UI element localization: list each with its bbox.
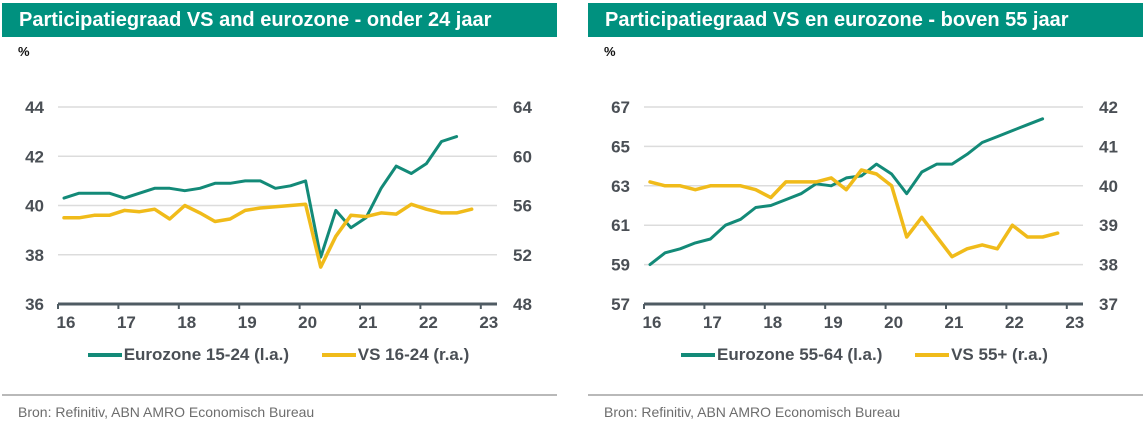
- y-left-tick-label: 40: [25, 197, 44, 216]
- y-left-tick-label: 59: [611, 256, 630, 275]
- legend-swatch-yellow: [321, 353, 356, 357]
- y-right-tick-label: 39: [1099, 216, 1118, 235]
- x-tick-label: 21: [945, 313, 964, 332]
- legend: Eurozone 55-64 (l.a.) VS 55+ (r.a.): [586, 342, 1143, 365]
- chart-panel-over-55: Participatiegraad VS en eurozone - boven…: [586, 0, 1143, 429]
- x-tick-label: 21: [359, 313, 378, 332]
- legend-item-eurozone: Eurozone 15-24 (l.a.): [87, 345, 290, 365]
- line-chart-over-55: 57 59 61 63 65 67 37 38 39 40 41 42 16 17 18 19 20 21 22 23: [611, 98, 1118, 332]
- source-note: Bron: Refinitiv, ABN AMRO Economisch Bur…: [18, 404, 315, 420]
- divider: [588, 394, 1143, 396]
- y-left-tick-label: 67: [611, 98, 630, 117]
- legend-item-us: VS 16-24 (r.a.): [321, 345, 470, 365]
- legend-item-eurozone: Eurozone 55-64 (l.a.): [681, 345, 882, 365]
- x-tick-label: 18: [177, 313, 196, 332]
- line-chart-under-24: 36 38 40 42 44 48 52 56 60 64 16 17 18 19 20 21 22 23: [25, 98, 532, 332]
- series-line-eurozone: [62, 135, 459, 259]
- x-tick-label: 17: [117, 313, 136, 332]
- y-right-tick-label: 42: [1099, 98, 1118, 117]
- y-right-tick-label: 37: [1099, 295, 1118, 314]
- unit-label: %: [18, 44, 30, 59]
- x-tick-label: 20: [298, 313, 317, 332]
- legend-label: VS 16-24 (r.a.): [357, 345, 470, 364]
- chart-title: Participatiegraad VS en eurozone - boven…: [588, 3, 1143, 37]
- y-right-tick-label: 40: [1099, 177, 1118, 196]
- y-right-tick-label: 60: [513, 147, 532, 166]
- series-line-us: [62, 202, 474, 269]
- legend-swatch-yellow: [915, 353, 950, 357]
- x-tick-label: 19: [824, 313, 843, 332]
- legend-swatch-teal: [681, 353, 716, 357]
- y-right-tick-label: 48: [513, 295, 532, 314]
- y-left-tick-label: 36: [25, 295, 44, 314]
- legend: Eurozone 15-24 (l.a.) VS 16-24 (r.a.): [0, 342, 557, 365]
- series-line-us: [648, 168, 1060, 259]
- y-left-tick-label: 38: [25, 246, 44, 265]
- y-left-tick-label: 61: [611, 216, 630, 235]
- y-left-tick-label: 44: [25, 98, 44, 117]
- legend-label: VS 55+ (r.a.): [951, 345, 1048, 364]
- x-tick-label: 20: [884, 313, 903, 332]
- y-left-tick-label: 57: [611, 295, 630, 314]
- y-left-tick-label: 42: [25, 147, 44, 166]
- x-tick-label: 18: [763, 313, 782, 332]
- legend-label: Eurozone 15-24 (l.a.): [123, 345, 290, 364]
- x-tick-label: 19: [238, 313, 257, 332]
- legend-item-us: VS 55+ (r.a.): [915, 345, 1048, 365]
- x-tick-label: 16: [643, 313, 662, 332]
- y-right-tick-label: 41: [1099, 137, 1118, 156]
- divider: [2, 394, 557, 396]
- x-tick-label: 16: [57, 313, 76, 332]
- chart-title: Participatiegraad VS and eurozone - onde…: [2, 3, 557, 37]
- unit-label: %: [604, 44, 616, 59]
- source-note: Bron: Refinitiv, ABN AMRO Economisch Bur…: [604, 404, 901, 420]
- y-right-tick-label: 64: [513, 98, 532, 117]
- legend-swatch-teal: [87, 353, 122, 357]
- y-right-tick-label: 52: [513, 246, 532, 265]
- series-line-eurozone: [648, 117, 1045, 267]
- x-tick-label: 23: [1065, 313, 1084, 332]
- chart-panel-under-24: Participatiegraad VS and eurozone - onde…: [0, 0, 557, 429]
- y-right-tick-label: 38: [1099, 256, 1118, 275]
- x-tick-label: 22: [1005, 313, 1024, 332]
- x-tick-label: 17: [703, 313, 722, 332]
- x-tick-label: 23: [479, 313, 498, 332]
- legend-label: Eurozone 55-64 (l.a.): [717, 345, 883, 364]
- y-right-tick-label: 56: [513, 197, 532, 216]
- y-left-tick-label: 65: [611, 137, 630, 156]
- y-left-tick-label: 63: [611, 177, 630, 196]
- x-tick-label: 22: [419, 313, 438, 332]
